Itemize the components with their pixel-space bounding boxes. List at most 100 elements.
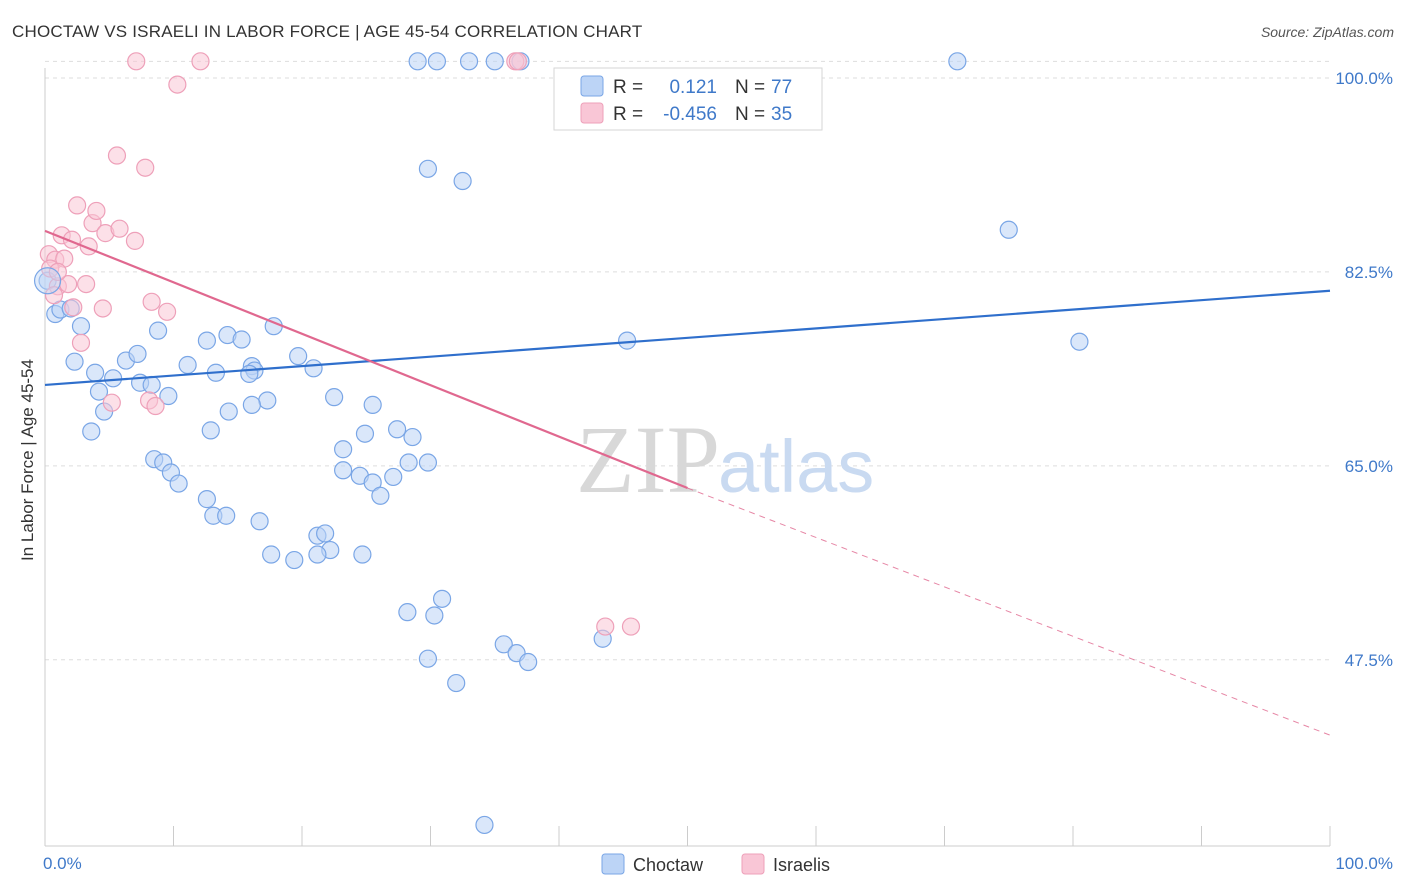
x-tick-label: 0.0% bbox=[43, 854, 82, 873]
israelis-point bbox=[136, 158, 155, 177]
choctaw-point bbox=[371, 486, 390, 505]
israelis-point bbox=[102, 393, 121, 412]
choctaw-point bbox=[387, 420, 407, 439]
choctaw-point bbox=[618, 331, 637, 350]
choctaw-point bbox=[71, 317, 91, 336]
choctaw-trend-line bbox=[44, 289, 1331, 387]
israelis-swatch bbox=[580, 102, 604, 124]
trend-lines bbox=[44, 229, 1331, 736]
israelis-n-label: N = bbox=[735, 104, 765, 125]
israelis-r-value: -0.456 bbox=[663, 104, 717, 125]
y-axis-label: In Labor Force | Age 45-54 bbox=[18, 359, 37, 561]
israelis-point bbox=[596, 617, 615, 636]
israelis-point bbox=[142, 292, 161, 311]
israelis-point bbox=[157, 302, 177, 321]
choctaw-point bbox=[418, 649, 438, 668]
choctaw-point bbox=[999, 220, 1018, 239]
choctaw-point bbox=[217, 506, 236, 525]
choctaw-point bbox=[169, 474, 188, 493]
choctaw-point bbox=[82, 422, 101, 441]
choctaw-point bbox=[1070, 332, 1089, 351]
source-label: Source: ZipAtlas.com bbox=[1260, 24, 1394, 40]
israelis-trend-line bbox=[44, 229, 688, 490]
choctaw-point bbox=[289, 347, 308, 366]
choctaw-point bbox=[432, 589, 452, 608]
legend-israelis-label: Israelis bbox=[773, 855, 830, 875]
legend-israelis-swatch bbox=[741, 853, 765, 875]
choctaw-point bbox=[316, 524, 335, 543]
choctaw-point bbox=[334, 461, 353, 480]
y-tick-label: 82.5% bbox=[1345, 263, 1393, 282]
choctaw-point bbox=[384, 467, 403, 487]
choctaw-point bbox=[519, 652, 538, 672]
choctaw-point bbox=[89, 382, 109, 401]
choctaw-point bbox=[325, 388, 344, 407]
choctaw-point bbox=[447, 673, 466, 693]
choctaw-point bbox=[427, 52, 447, 71]
choctaw-point bbox=[355, 424, 375, 443]
choctaw-point bbox=[408, 52, 427, 71]
series-legend: Choctaw Israelis bbox=[601, 853, 830, 875]
watermark-atlas: atlas bbox=[718, 425, 874, 508]
choctaw-point bbox=[148, 321, 168, 340]
choctaw-point bbox=[398, 603, 417, 622]
israelis-point bbox=[146, 396, 165, 416]
choctaw-point bbox=[86, 363, 105, 382]
choctaw-point bbox=[425, 606, 444, 625]
israelis-n-value: 35 bbox=[771, 104, 792, 125]
choctaw-point bbox=[240, 364, 259, 383]
choctaw-r-value: 0.121 bbox=[669, 77, 717, 98]
choctaw-point bbox=[948, 52, 967, 71]
israelis-point bbox=[71, 333, 91, 352]
choctaw-point bbox=[142, 375, 161, 395]
israelis-point bbox=[191, 52, 210, 71]
israelis-point bbox=[107, 146, 127, 165]
israelis-r-label: R = bbox=[613, 104, 643, 125]
choctaw-point bbox=[403, 427, 422, 447]
israelis-point bbox=[110, 219, 129, 238]
choctaw-n-value: 77 bbox=[771, 77, 792, 98]
israelis-point bbox=[64, 298, 83, 317]
choctaw-point bbox=[285, 550, 304, 570]
israelis-point bbox=[621, 617, 641, 636]
chart-title: CHOCTAW VS ISRAELI IN LABOR FORCE | AGE … bbox=[12, 22, 643, 41]
choctaw-swatch bbox=[580, 75, 604, 97]
choctaw-point bbox=[232, 330, 251, 349]
choctaw-point bbox=[334, 440, 353, 459]
y-tick-label: 65.0% bbox=[1345, 457, 1393, 476]
choctaw-r-label: R = bbox=[613, 77, 643, 98]
choctaw-point bbox=[304, 359, 323, 378]
choctaw-point bbox=[353, 545, 372, 564]
legend-choctaw-swatch bbox=[601, 853, 625, 875]
israelis-point bbox=[77, 274, 96, 294]
israelis-point bbox=[68, 196, 87, 215]
choctaw-point bbox=[104, 369, 123, 388]
choctaw-point bbox=[418, 453, 438, 472]
choctaw-n-label: N = bbox=[735, 77, 765, 98]
choctaw-point bbox=[197, 331, 217, 350]
choctaw-point bbox=[399, 453, 418, 472]
gridlines bbox=[45, 60, 1330, 661]
x-tick-label: 100.0% bbox=[1335, 854, 1393, 873]
y-tick-label: 47.5% bbox=[1345, 651, 1393, 670]
data-points bbox=[33, 52, 1089, 835]
israelis-point bbox=[508, 52, 527, 71]
choctaw-point bbox=[201, 421, 220, 440]
choctaw-point bbox=[250, 512, 269, 531]
axes: 100.0% 82.5% 65.0% 47.5% 0.0% 100.0% bbox=[43, 68, 1393, 873]
legend-choctaw-label: Choctaw bbox=[633, 855, 704, 875]
choctaw-point bbox=[262, 545, 281, 564]
choctaw-point bbox=[494, 635, 513, 654]
choctaw-point bbox=[242, 395, 261, 414]
israelis-point bbox=[168, 75, 187, 94]
choctaw-point bbox=[128, 344, 147, 364]
choctaw-point bbox=[459, 52, 479, 71]
choctaw-point bbox=[178, 355, 197, 375]
israelis-point bbox=[87, 201, 106, 221]
israelis-point bbox=[127, 52, 146, 71]
choctaw-point bbox=[475, 815, 494, 835]
y-tick-label: 100.0% bbox=[1335, 69, 1393, 88]
watermark-zip: ZIP bbox=[576, 406, 720, 513]
choctaw-point bbox=[453, 171, 472, 191]
